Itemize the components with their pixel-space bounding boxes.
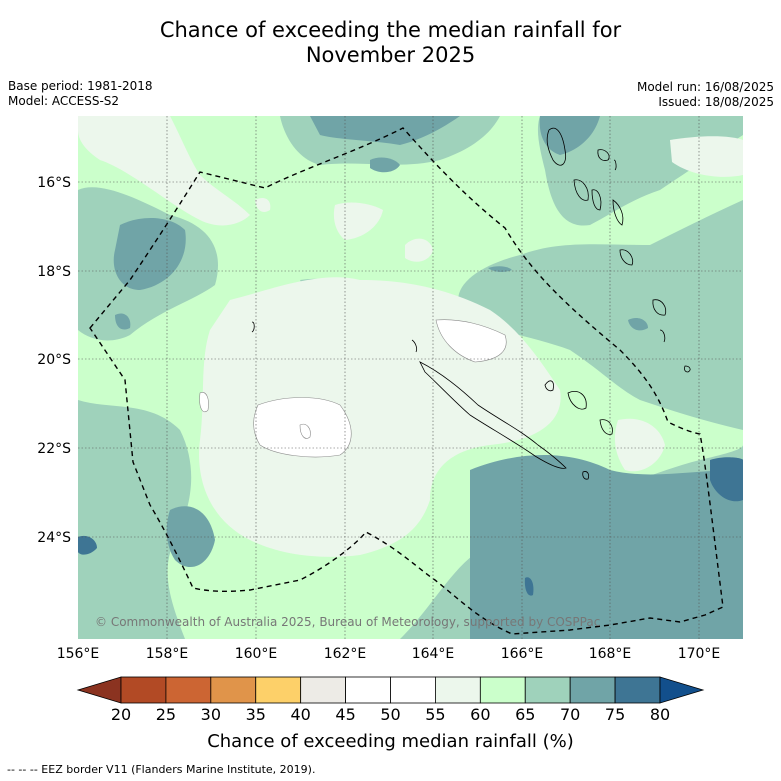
colorbar-tick-25: 25 [155,705,177,724]
field-50-55 [199,319,507,458]
colorbar-tick-30: 30 [200,705,222,724]
lat-label-20s: 20°S [37,352,71,368]
eez-footnote: -- -- -- EEZ border V11 (Flanders Marine… [7,763,316,776]
title-line-2: November 2025 [305,43,476,67]
colorbar [76,676,705,704]
meta-left: Base period: 1981-2018 Model: ACCESS-S2 [8,79,153,109]
lat-label-24s: 24°S [37,530,71,546]
colorbar-tick-35: 35 [245,705,266,724]
colorbar-swatch-75-80 [614,676,661,704]
colorbar-swatch-45-50 [345,676,391,704]
lon-label-170e: 170°E [678,646,721,662]
colorbar-tick-70: 70 [559,705,581,724]
colorbar-tick-55: 55 [425,705,446,724]
lon-label-160e: 160°E [235,646,278,662]
map-field [78,116,743,639]
colorbar-swatch-70-75 [569,676,616,704]
lat-labels: 16°S 18°S 20°S 22°S 24°S [37,175,71,546]
colorbar-over-triangle [659,676,705,704]
colorbar-title: Chance of exceeding median rainfall (%) [207,731,574,752]
colorbar-swatch-50-55 [390,676,436,704]
colorbar-swatch-20-25 [120,676,167,704]
lon-label-156e: 156°E [57,646,100,662]
colorbar-swatch-55-60 [435,676,481,704]
colorbar-under-triangle [76,676,122,704]
colorbar-swatch-60-65 [479,676,526,704]
issued-date: Issued: 18/08/2025 [658,95,774,109]
coastlines [251,127,691,480]
colorbar-tick-50: 50 [380,705,401,724]
colorbar-tick-45: 45 [335,705,356,724]
colorbar-tick-80: 80 [649,705,671,724]
colorbar-swatch-40-45 [300,676,346,704]
lat-label-18s: 18°S [37,264,71,280]
copyright-text: © Commonwealth of Australia 2025, Bureau… [95,615,600,629]
colorbar-tick-40: 40 [290,705,311,724]
colorbar-swatch-30-35 [210,676,257,704]
field-70-75 [113,116,743,639]
new-caledonia-main-island [419,361,567,469]
lon-label-158e: 158°E [146,646,189,662]
colorbar-tick-20: 20 [110,705,132,724]
lat-label-16s: 16°S [37,175,71,191]
gridlines [78,116,743,639]
eez-border [89,127,724,635]
colorbar-tick-65: 65 [515,705,536,724]
colorbar-tick-60: 60 [470,705,491,724]
lat-label-22s: 22°S [37,441,71,457]
lon-labels: 156°E 158°E 160°E 162°E 164°E 166°E 168°… [57,646,721,662]
base-period: Base period: 1981-2018 [8,79,153,93]
meta-right: Model run: 16/08/2025 Issued: 18/08/2025 [637,80,774,110]
colorbar-swatch-25-30 [165,676,212,704]
lon-label-168e: 168°E [589,646,632,662]
colorbar-swatch-65-70 [524,676,571,704]
lon-label-166e: 166°E [501,646,544,662]
lon-label-162e: 162°E [324,646,367,662]
colorbar-swatch-35-40 [255,676,302,704]
lon-label-164e: 164°E [412,646,455,662]
colorbar-tick-75: 75 [604,705,626,724]
map-title: Chance of exceeding the median rainfall … [0,18,781,68]
model-name: Model: ACCESS-S2 [8,94,120,108]
model-run: Model run: 16/08/2025 [636,80,774,94]
title-line-1: Chance of exceeding the median rainfall … [159,18,622,42]
field-75-80 [78,457,743,596]
